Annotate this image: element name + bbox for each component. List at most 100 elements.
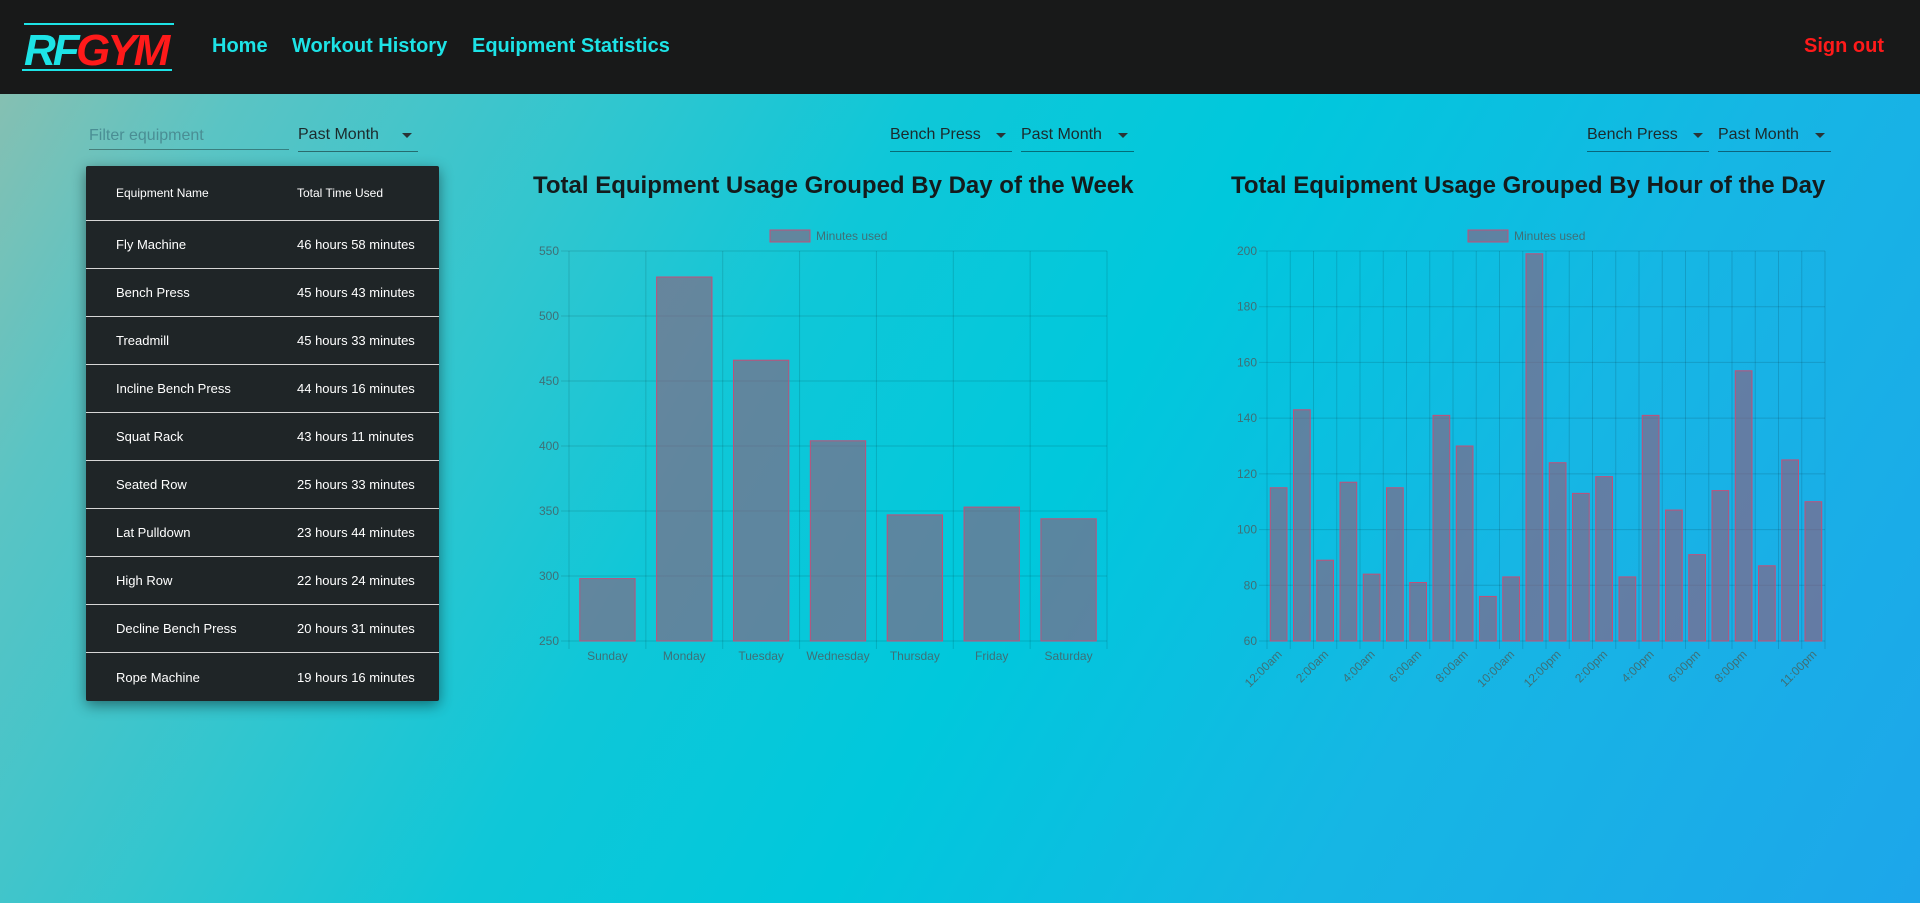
bar-10:00am[interactable] (1502, 576, 1520, 642)
chart2-equipment-select[interactable]: Bench Press (1587, 122, 1709, 152)
legend-label: Minutes used (816, 229, 887, 243)
x-tick-label: Monday (663, 649, 706, 663)
total-time-cell: 19 hours 16 minutes (297, 669, 415, 685)
rfgym-logo[interactable]: RF GYM (22, 22, 174, 72)
table-row: Squat Rack 43 hours 11 minutes (86, 413, 439, 461)
table-row: Bench Press 45 hours 43 minutes (86, 269, 439, 317)
chart-legend[interactable]: Minutes used (769, 229, 887, 243)
legend-swatch (1467, 229, 1509, 243)
bar-4:00pm[interactable] (1641, 414, 1660, 642)
chevron-down-icon (1118, 133, 1128, 138)
x-tick-label: 11:00pm (1777, 647, 1819, 689)
chart2-period-select[interactable]: Past Month (1718, 122, 1831, 152)
table-row: Decline Bench Press 20 hours 31 minutes (86, 605, 439, 653)
filter-equipment-input[interactable] (89, 123, 289, 150)
nav-workout-history-link[interactable]: Workout History (292, 35, 448, 57)
bar-4:00am[interactable] (1362, 573, 1381, 642)
chart2-period-value: Past Month (1718, 126, 1799, 143)
bar-1:00am[interactable] (1293, 409, 1311, 642)
y-tick-label: 140 (1237, 411, 1257, 425)
bar-Tuesday[interactable] (732, 359, 790, 642)
total-time-cell: 23 hours 44 minutes (297, 525, 415, 540)
bar-Monday[interactable] (656, 276, 713, 642)
y-tick-label: 200 (1237, 244, 1257, 258)
equipment-name-cell: Incline Bench Press (116, 381, 231, 396)
table-row: Lat Pulldown 23 hours 44 minutes (86, 509, 439, 557)
y-tick-label: 60 (1244, 634, 1258, 648)
bar-Wednesday[interactable] (809, 440, 867, 642)
bar-5:00am[interactable] (1386, 487, 1404, 642)
bar-10:00pm[interactable] (1781, 459, 1799, 642)
bar-11:00am[interactable] (1525, 253, 1544, 642)
y-tick-label: 100 (1237, 523, 1257, 537)
chart-hour-of-day: 60 80 100 120 140 160 180 200 12:00am 2:00am 4:00a… (1237, 229, 1826, 690)
x-tick-label: 12:00pm (1521, 647, 1564, 690)
svg-text:RF: RF (24, 26, 81, 72)
total-time-cell: 25 hours 33 minutes (297, 477, 415, 492)
x-tick-label: 4:00am (1340, 647, 1378, 685)
bar-9:00am[interactable] (1479, 595, 1497, 642)
y-tick-label: 400 (539, 439, 559, 453)
y-tick-label: 500 (539, 309, 559, 323)
bar-7:00am[interactable] (1432, 414, 1451, 642)
x-tick-label: 6:00pm (1665, 647, 1703, 685)
x-tick-label: 2:00am (1293, 647, 1331, 685)
x-tick-label: Wednesday (806, 649, 869, 663)
bar-12:00am[interactable] (1269, 487, 1288, 642)
column-header-equipment-name: Equipment Name (116, 186, 209, 200)
table-row: Treadmill 45 hours 33 minutes (86, 317, 439, 365)
x-tick-label: 8:00pm (1712, 647, 1750, 685)
equipment-name-cell: Treadmill (116, 333, 169, 348)
nav-home-link[interactable]: Home (212, 35, 268, 57)
bar-5:00pm[interactable] (1665, 509, 1683, 642)
bar-12:00pm[interactable] (1548, 462, 1567, 642)
sign-out-link[interactable]: Sign out (1804, 35, 1884, 57)
y-tick-label: 120 (1237, 467, 1257, 481)
chevron-down-icon (402, 133, 412, 138)
bar-6:00pm[interactable] (1688, 554, 1706, 642)
equipment-name-cell: Fly Machine (116, 237, 187, 252)
equipment-name-cell: Rope Machine (116, 669, 200, 685)
x-tick-label: 2:00pm (1572, 647, 1610, 685)
bar-Saturday[interactable] (1040, 518, 1097, 642)
bar-6:00am[interactable] (1409, 582, 1427, 642)
bar-9:00pm[interactable] (1758, 565, 1776, 642)
total-time-cell: 44 hours 16 minutes (297, 381, 415, 396)
equipment-name-cell: Squat Rack (116, 429, 184, 444)
bar-7:00pm[interactable] (1711, 490, 1730, 642)
chart1-equipment-select[interactable]: Bench Press (890, 122, 1012, 152)
y-tick-label: 160 (1237, 355, 1257, 369)
bar-Thursday[interactable] (886, 514, 944, 642)
total-time-cell: 45 hours 43 minutes (297, 285, 415, 300)
bar-3:00pm[interactable] (1618, 576, 1637, 642)
column-header-total-time: Total Time Used (297, 186, 384, 200)
bar-3:00am[interactable] (1339, 481, 1358, 642)
y-tick-label: 250 (539, 634, 559, 648)
chart1-period-select[interactable]: Past Month (1021, 122, 1134, 152)
bar-2:00pm[interactable] (1595, 476, 1613, 642)
total-time-cell: 46 hours 58 minutes (297, 237, 415, 252)
table-row: Seated Row 25 hours 33 minutes (86, 461, 439, 509)
legend-label: Minutes used (1514, 229, 1585, 243)
x-tick-label: Sunday (587, 649, 628, 663)
chart-day-of-week: 250 300 350 400 450 500 550 Sunday Monday Tuesday… (539, 229, 1108, 663)
bar-8:00am[interactable] (1455, 445, 1474, 642)
table-row: Incline Bench Press 44 hours 16 minutes (86, 365, 439, 413)
x-tick-label: 4:00pm (1619, 647, 1657, 685)
chart-legend[interactable]: Minutes used (1467, 229, 1585, 243)
nav-equipment-statistics-link[interactable]: Equipment Statistics (472, 35, 670, 57)
bar-1:00pm[interactable] (1572, 492, 1590, 642)
x-tick-label: Tuesday (738, 649, 784, 663)
bar-Sunday[interactable] (579, 578, 636, 642)
chart2-title: Total Equipment Usage Grouped By Hour of… (1231, 172, 1826, 199)
table-period-select[interactable]: Past Month (298, 122, 418, 152)
x-tick-label: Saturday (1045, 649, 1093, 663)
bar-11:00pm[interactable] (1804, 501, 1823, 642)
legend-swatch (769, 229, 811, 243)
bar-2:00am[interactable] (1316, 559, 1334, 642)
x-tick-label: Thursday (890, 649, 940, 663)
bar-Friday[interactable] (963, 506, 1020, 642)
x-tick-label: 10:00am (1474, 647, 1517, 690)
x-tick-label: 12:00am (1242, 647, 1285, 690)
bar-8:00pm[interactable] (1734, 370, 1753, 642)
